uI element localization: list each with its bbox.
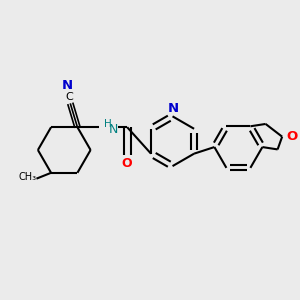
Text: O: O <box>286 130 297 142</box>
Text: C: C <box>65 92 73 102</box>
Text: H: H <box>104 119 112 129</box>
Text: N: N <box>62 79 73 92</box>
Text: CH₃: CH₃ <box>19 172 37 182</box>
Text: N: N <box>108 123 118 136</box>
Text: O: O <box>121 157 132 170</box>
Text: N: N <box>168 102 179 115</box>
